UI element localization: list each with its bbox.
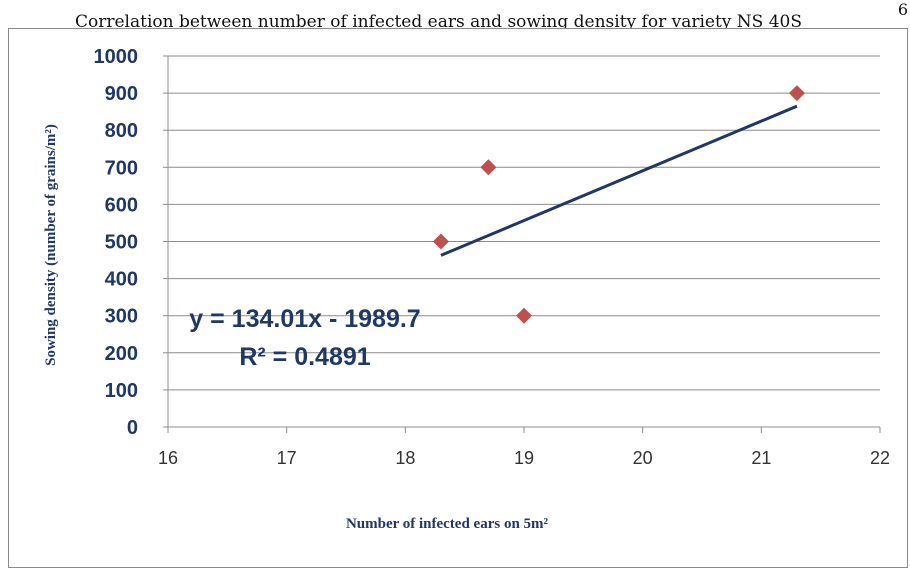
gridlines <box>168 55 880 391</box>
data-points <box>432 85 805 324</box>
trendline-r2: R² = 0.4891 <box>239 343 370 371</box>
y-tick-label: 900 <box>105 83 138 105</box>
x-tick-label: 21 <box>751 448 771 468</box>
y-tick-label: 100 <box>105 380 138 402</box>
y-tick-label: 700 <box>105 157 138 179</box>
page-title: Correlation between number of infected e… <box>75 12 802 29</box>
y-tick-label: 300 <box>105 306 138 328</box>
y-tick-label: 1000 <box>94 46 139 68</box>
y-tick-label: 800 <box>105 120 138 142</box>
axes <box>163 55 881 433</box>
trendline-equation: y = 134.01x - 1989.7 <box>189 305 420 333</box>
y-axis-title: Sowing density (number of grains/m²) <box>43 124 59 366</box>
y-tick-label: 600 <box>105 194 138 216</box>
y-tick-label: 0 <box>127 417 138 439</box>
x-tick-label: 18 <box>395 448 415 468</box>
trendline <box>440 104 798 257</box>
data-point <box>788 85 805 102</box>
x-tick-label: 22 <box>870 448 890 468</box>
y-tick-labels: 0 100 200 300 400 500 600 700 800 900 1000 <box>94 46 139 439</box>
x-tick-label: 19 <box>514 448 534 468</box>
x-tick-label: 17 <box>277 448 297 468</box>
y-tick-label: 200 <box>105 343 138 365</box>
trendline-group <box>440 104 798 257</box>
page-number: 6 <box>897 0 908 19</box>
data-point <box>516 307 532 324</box>
data-point <box>432 233 449 250</box>
x-tick-label: 16 <box>158 448 178 468</box>
x-axis-title: Number of infected ears on 5m² <box>346 516 549 532</box>
x-tick-labels: 16 17 18 19 20 21 22 <box>158 448 890 468</box>
data-point <box>480 159 497 176</box>
y-tick-label: 400 <box>105 269 138 291</box>
y-tick-label: 500 <box>105 232 138 254</box>
x-tick-label: 20 <box>633 448 653 468</box>
chart-frame <box>8 28 908 568</box>
